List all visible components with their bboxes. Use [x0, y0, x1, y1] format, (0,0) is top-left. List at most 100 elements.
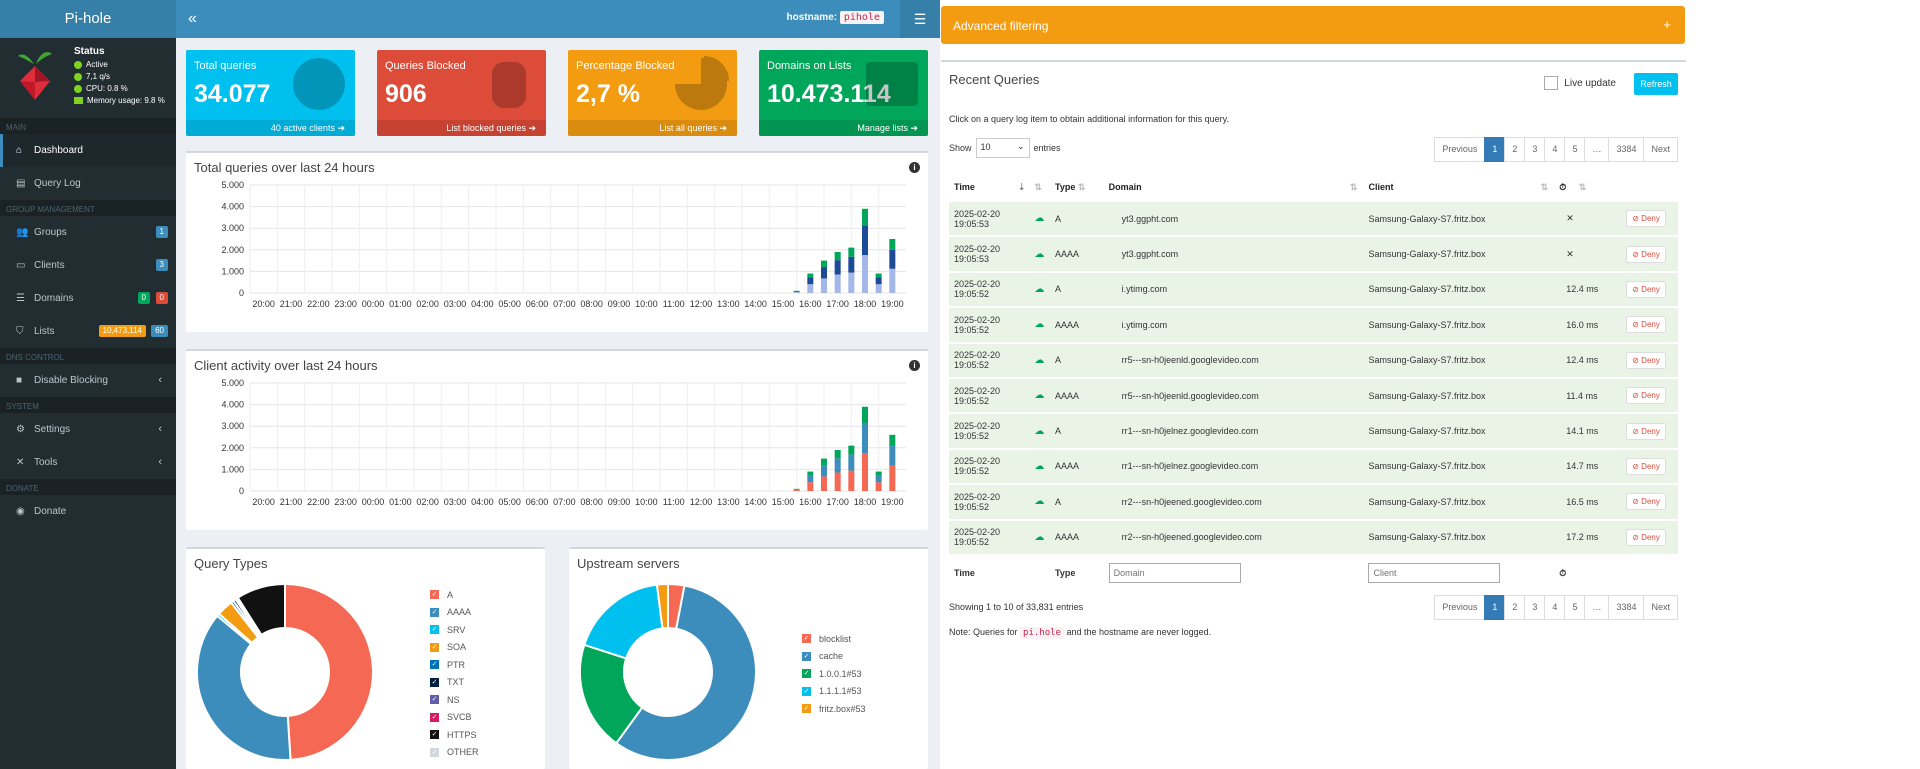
page-button[interactable]: 5 — [1564, 137, 1586, 162]
bar-segment[interactable] — [875, 273, 882, 278]
page-button[interactable]: 5 — [1564, 595, 1586, 620]
query-client[interactable]: Samsung-Galaxy-S7.fritz.box — [1363, 518, 1555, 555]
query-row[interactable]: 2025-02-20 19:05:52 ☁ AAAA rr1---sn-h0jelne… — [949, 447, 1678, 485]
refresh-button[interactable]: Refresh — [1634, 73, 1678, 95]
deny-button[interactable]: ⊘ Deny — [1621, 235, 1678, 272]
page-button[interactable]: Previous — [1434, 595, 1486, 620]
query-domain[interactable]: rr5---sn-h0jeenld.googlevideo.com — [1103, 341, 1364, 378]
bar-segment[interactable] — [821, 260, 827, 268]
query-domain[interactable]: rr1---sn-h0jelnez.googlevideo.com — [1103, 447, 1364, 485]
bar-segment[interactable] — [889, 239, 896, 250]
query-domain[interactable]: i.ytimg.com — [1103, 306, 1364, 343]
bar-segment[interactable] — [889, 446, 896, 466]
deny-button[interactable]: ⊘ Deny — [1621, 447, 1678, 485]
page-button[interactable]: 1 — [1484, 595, 1506, 620]
legend-item[interactable]: ✓ AAAA — [430, 607, 472, 618]
info-icon[interactable]: i — [909, 360, 920, 371]
legend-item[interactable]: ✓ OTHER — [430, 747, 479, 758]
bar-segment[interactable] — [793, 292, 800, 293]
sidebar-item-clients[interactable]: ▭ Clients 3 — [0, 249, 176, 282]
col-domain[interactable]: Domain ⇅ — [1103, 174, 1364, 202]
donut-slice-a[interactable] — [284, 582, 374, 761]
col-status[interactable]: ⇅ — [1029, 174, 1051, 202]
page-button[interactable]: 1 — [1484, 137, 1506, 162]
bar-segment[interactable] — [875, 471, 882, 476]
page-button[interactable]: Next — [1643, 137, 1678, 162]
stat-footer-link[interactable]: Manage lists ➔ — [759, 120, 928, 136]
bar-segment[interactable] — [834, 458, 841, 473]
donut-slice-fritz-box-53[interactable] — [655, 582, 669, 630]
query-row[interactable]: 2025-02-20 19:05:52 ☁ AAAA i.ytimg.com Samsu… — [949, 306, 1678, 343]
stat-footer-link[interactable]: 40 active clients ➔ — [186, 120, 355, 136]
bar-segment[interactable] — [807, 277, 814, 285]
bar-segment[interactable] — [875, 284, 882, 293]
bar-segment[interactable] — [848, 454, 855, 471]
page-button[interactable]: … — [1584, 595, 1610, 620]
donut-slice-1-1-1-1-53[interactable] — [583, 583, 664, 660]
advanced-filtering-header[interactable]: Advanced filtering + — [941, 6, 1685, 44]
bar-segment[interactable] — [875, 482, 882, 491]
page-button[interactable]: 2 — [1504, 595, 1526, 620]
live-update-toggle[interactable]: Live update — [1544, 76, 1616, 90]
query-domain[interactable]: rr2---sn-h0jeened.googlevideo.com — [1103, 518, 1364, 555]
deny-button[interactable]: ⊘ Deny — [1621, 376, 1678, 414]
bar-segment[interactable] — [889, 268, 896, 293]
donut-slice-aaaa[interactable] — [196, 614, 292, 761]
query-domain[interactable]: i.ytimg.com — [1103, 270, 1364, 308]
legend-item[interactable]: ✓ 1.0.0.1#53 — [802, 668, 862, 679]
legend-item[interactable]: ✓ NS — [430, 694, 460, 705]
bar-segment[interactable] — [793, 490, 800, 491]
bar-segment[interactable] — [889, 434, 896, 447]
query-domain[interactable]: rr2---sn-h0jeened.googlevideo.com — [1103, 483, 1364, 520]
legend-item[interactable]: ✓ blocklist — [802, 633, 852, 644]
bar-segment[interactable] — [793, 489, 800, 491]
legend-item[interactable]: ✓ fritz.box#53 — [802, 703, 866, 714]
sidebar-item-donate[interactable]: ◉ Donate — [16, 506, 67, 517]
col-type[interactable]: Type ⇅ — [1050, 174, 1104, 202]
bar-segment[interactable] — [862, 208, 868, 226]
legend-item[interactable]: ✓ A — [430, 589, 454, 600]
deny-button[interactable]: ⊘ Deny — [1621, 518, 1678, 555]
deny-button[interactable]: ⊘ Deny — [1621, 270, 1678, 308]
menu-icon[interactable]: ☰ — [900, 0, 940, 38]
legend-item[interactable]: ✓ SRV — [430, 624, 466, 635]
sidebar-item-disable-blocking[interactable]: ■ Disable Blocking ‹ — [16, 374, 162, 386]
bar-segment[interactable] — [848, 470, 855, 491]
page-button[interactable]: Previous — [1434, 137, 1486, 162]
bar-segment[interactable] — [834, 260, 841, 275]
sidebar-item-tools[interactable]: ✕ Tools ‹ — [16, 456, 162, 468]
query-client[interactable]: Samsung-Galaxy-S7.fritz.box — [1363, 341, 1555, 378]
brand-logo[interactable]: Pi-hole — [0, 0, 176, 38]
page-button[interactable]: 2 — [1504, 137, 1526, 162]
bar-segment[interactable] — [807, 284, 814, 293]
query-domain[interactable]: rr1---sn-h0jelnez.googlevideo.com — [1103, 412, 1364, 449]
domain-filter-input[interactable] — [1108, 563, 1241, 584]
page-button[interactable]: … — [1584, 137, 1610, 162]
bar-segment[interactable] — [862, 406, 868, 424]
bar-segment[interactable] — [821, 476, 827, 491]
bar-segment[interactable] — [862, 225, 868, 256]
legend-item[interactable]: ✓ SOA — [430, 642, 467, 653]
deny-button[interactable]: ⊘ Deny — [1621, 341, 1678, 378]
bar-segment[interactable] — [807, 273, 814, 278]
stat-footer-link[interactable]: List blocked queries ➔ — [377, 120, 546, 136]
query-row[interactable]: 2025-02-20 19:05:53 ☁ AAAA yt3.ggpht.com Sam… — [949, 235, 1678, 272]
bar-segment[interactable] — [848, 256, 855, 273]
bar-segment[interactable] — [875, 475, 882, 483]
bar-segment[interactable] — [862, 453, 868, 491]
query-client[interactable]: Samsung-Galaxy-S7.fritz.box — [1363, 376, 1555, 414]
bar-segment[interactable] — [807, 482, 814, 491]
col-reply-time[interactable]: ⏱ ⇅ — [1554, 174, 1622, 202]
sidebar-item-settings[interactable]: ⚙ Settings ‹ — [16, 423, 162, 435]
legend-item[interactable]: ✓ SVCB — [430, 712, 472, 723]
query-row[interactable]: 2025-02-20 19:05:52 ☁ AAAA rr5---sn-h0jeenl… — [949, 376, 1678, 414]
query-domain[interactable]: yt3.ggpht.com — [1103, 199, 1364, 237]
page-button[interactable]: 3 — [1524, 595, 1546, 620]
query-client[interactable]: Samsung-Galaxy-S7.fritz.box — [1363, 235, 1555, 272]
query-client[interactable]: Samsung-Galaxy-S7.fritz.box — [1363, 412, 1555, 449]
query-client[interactable]: Samsung-Galaxy-S7.fritz.box — [1363, 306, 1555, 343]
query-domain[interactable]: yt3.ggpht.com — [1103, 235, 1364, 272]
